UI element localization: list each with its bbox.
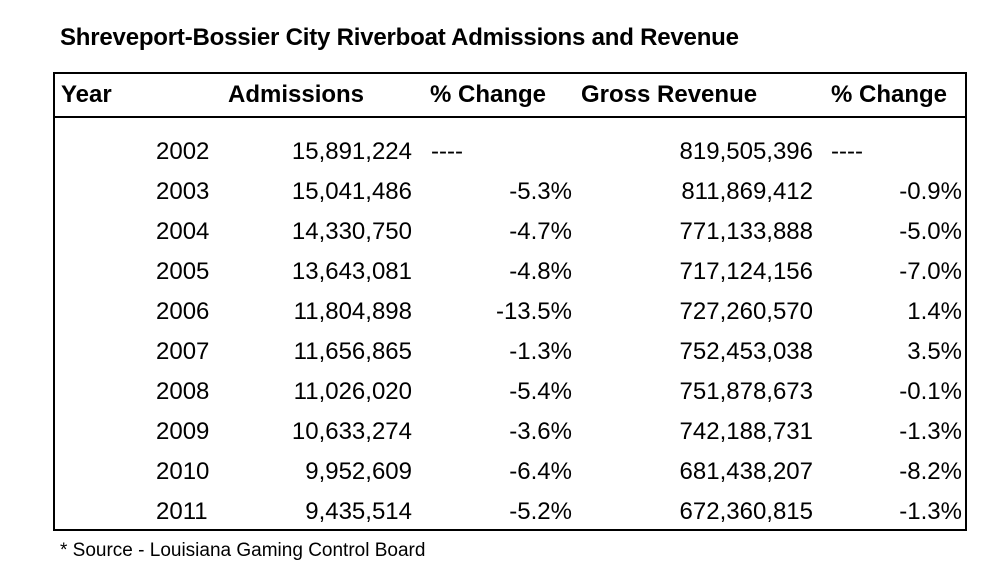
- table-row: 2007 11,656,865 -1.3% 752,453,038 3.5%: [55, 334, 965, 374]
- cell-year: 2011: [156, 498, 208, 525]
- cell-admissions-change: -3.6%: [509, 418, 572, 445]
- cell-gross-revenue: 681,438,207: [679, 458, 813, 485]
- header-gross-revenue: Gross Revenue: [581, 81, 758, 108]
- cell-admissions: 15,891,224: [291, 138, 412, 165]
- table-header-row: Year Admissions % Change Gross Revenue %…: [55, 74, 965, 118]
- table-row: 2002 15,891,224 ---- 819,505,396 ----: [55, 134, 965, 174]
- cell-gross-revenue: 771,133,888: [679, 218, 813, 245]
- cell-revenue-change: -8.2%: [899, 458, 962, 485]
- cell-revenue-change: -5.0%: [899, 218, 962, 245]
- cell-year: 2009: [156, 418, 210, 445]
- cell-year: 2003: [156, 178, 210, 205]
- cell-admissions: 14,330,750: [291, 218, 412, 245]
- cell-year: 2010: [156, 458, 210, 485]
- cell-revenue-change: 1.4%: [907, 298, 962, 325]
- cell-gross-revenue: 672,360,815: [679, 498, 813, 525]
- cell-admissions: 13,643,081: [291, 258, 412, 285]
- cell-admissions-change: ----: [431, 138, 463, 165]
- table-row: 2006 11,804,898 -13.5% 727,260,570 1.4%: [55, 294, 965, 334]
- cell-admissions-change: -13.5%: [495, 298, 572, 325]
- cell-year: 2008: [156, 378, 210, 405]
- cell-admissions-change: -4.7%: [509, 218, 572, 245]
- cell-gross-revenue: 727,260,570: [679, 298, 813, 325]
- cell-admissions: 11,026,020: [293, 378, 412, 405]
- cell-year: 2007: [156, 338, 210, 365]
- table-row: 2009 10,633,274 -3.6% 742,188,731 -1.3%: [55, 414, 965, 454]
- cell-revenue-change: ----: [831, 138, 863, 165]
- cell-admissions: 11,656,865: [293, 338, 412, 365]
- table-row: 2003 15,041,486 -5.3% 811,869,412 -0.9%: [55, 174, 965, 214]
- cell-revenue-change: -1.3%: [899, 418, 962, 445]
- cell-admissions-change: -5.4%: [509, 378, 572, 405]
- cell-year: 2006: [156, 298, 210, 325]
- cell-revenue-change: -0.1%: [899, 378, 962, 405]
- cell-gross-revenue: 742,188,731: [679, 418, 813, 445]
- cell-admissions-change: -1.3%: [509, 338, 572, 365]
- source-footnote: * Source - Louisiana Gaming Control Boar…: [60, 540, 426, 561]
- cell-revenue-change: 3.5%: [907, 338, 962, 365]
- cell-revenue-change: -7.0%: [899, 258, 962, 285]
- header-year: Year: [61, 81, 112, 108]
- table-row: 2010 9,952,609 -6.4% 681,438,207 -8.2%: [55, 454, 965, 494]
- table-row: 2004 14,330,750 -4.7% 771,133,888 -5.0%: [55, 214, 965, 254]
- cell-admissions-change: -5.3%: [509, 178, 572, 205]
- cell-admissions-change: -6.4%: [509, 458, 572, 485]
- cell-year: 2002: [156, 138, 210, 165]
- cell-admissions: 10,633,274: [291, 418, 412, 445]
- cell-gross-revenue: 811,869,412: [681, 178, 813, 205]
- cell-gross-revenue: 717,124,156: [679, 258, 813, 285]
- table-row: 2005 13,643,081 -4.8% 717,124,156 -7.0%: [55, 254, 965, 294]
- cell-revenue-change: -1.3%: [899, 498, 962, 525]
- cell-admissions-change: -4.8%: [509, 258, 572, 285]
- cell-admissions: 11,804,898: [293, 298, 412, 325]
- cell-admissions: 9,952,609: [305, 458, 412, 485]
- table-body: 2002 15,891,224 ---- 819,505,396 ---- 20…: [55, 134, 965, 534]
- table-row: 2008 11,026,020 -5.4% 751,878,673 -0.1%: [55, 374, 965, 414]
- page-title: Shreveport-Bossier City Riverboat Admiss…: [60, 24, 739, 51]
- cell-year: 2005: [156, 258, 210, 285]
- cell-gross-revenue: 819,505,396: [679, 138, 813, 165]
- admissions-revenue-table: Year Admissions % Change Gross Revenue %…: [53, 72, 967, 531]
- cell-gross-revenue: 752,453,038: [679, 338, 813, 365]
- cell-year: 2004: [156, 218, 210, 245]
- table-row: 2011 9,435,514 -5.2% 672,360,815 -1.3%: [55, 494, 965, 534]
- header-revenue-change: % Change: [831, 81, 948, 108]
- cell-admissions: 15,041,486: [291, 178, 412, 205]
- header-admissions: Admissions: [228, 81, 365, 108]
- header-admissions-change: % Change: [430, 81, 547, 108]
- cell-gross-revenue: 751,878,673: [679, 378, 813, 405]
- cell-admissions-change: -5.2%: [509, 498, 572, 525]
- cell-revenue-change: -0.9%: [899, 178, 962, 205]
- cell-admissions: 9,435,514: [305, 498, 412, 525]
